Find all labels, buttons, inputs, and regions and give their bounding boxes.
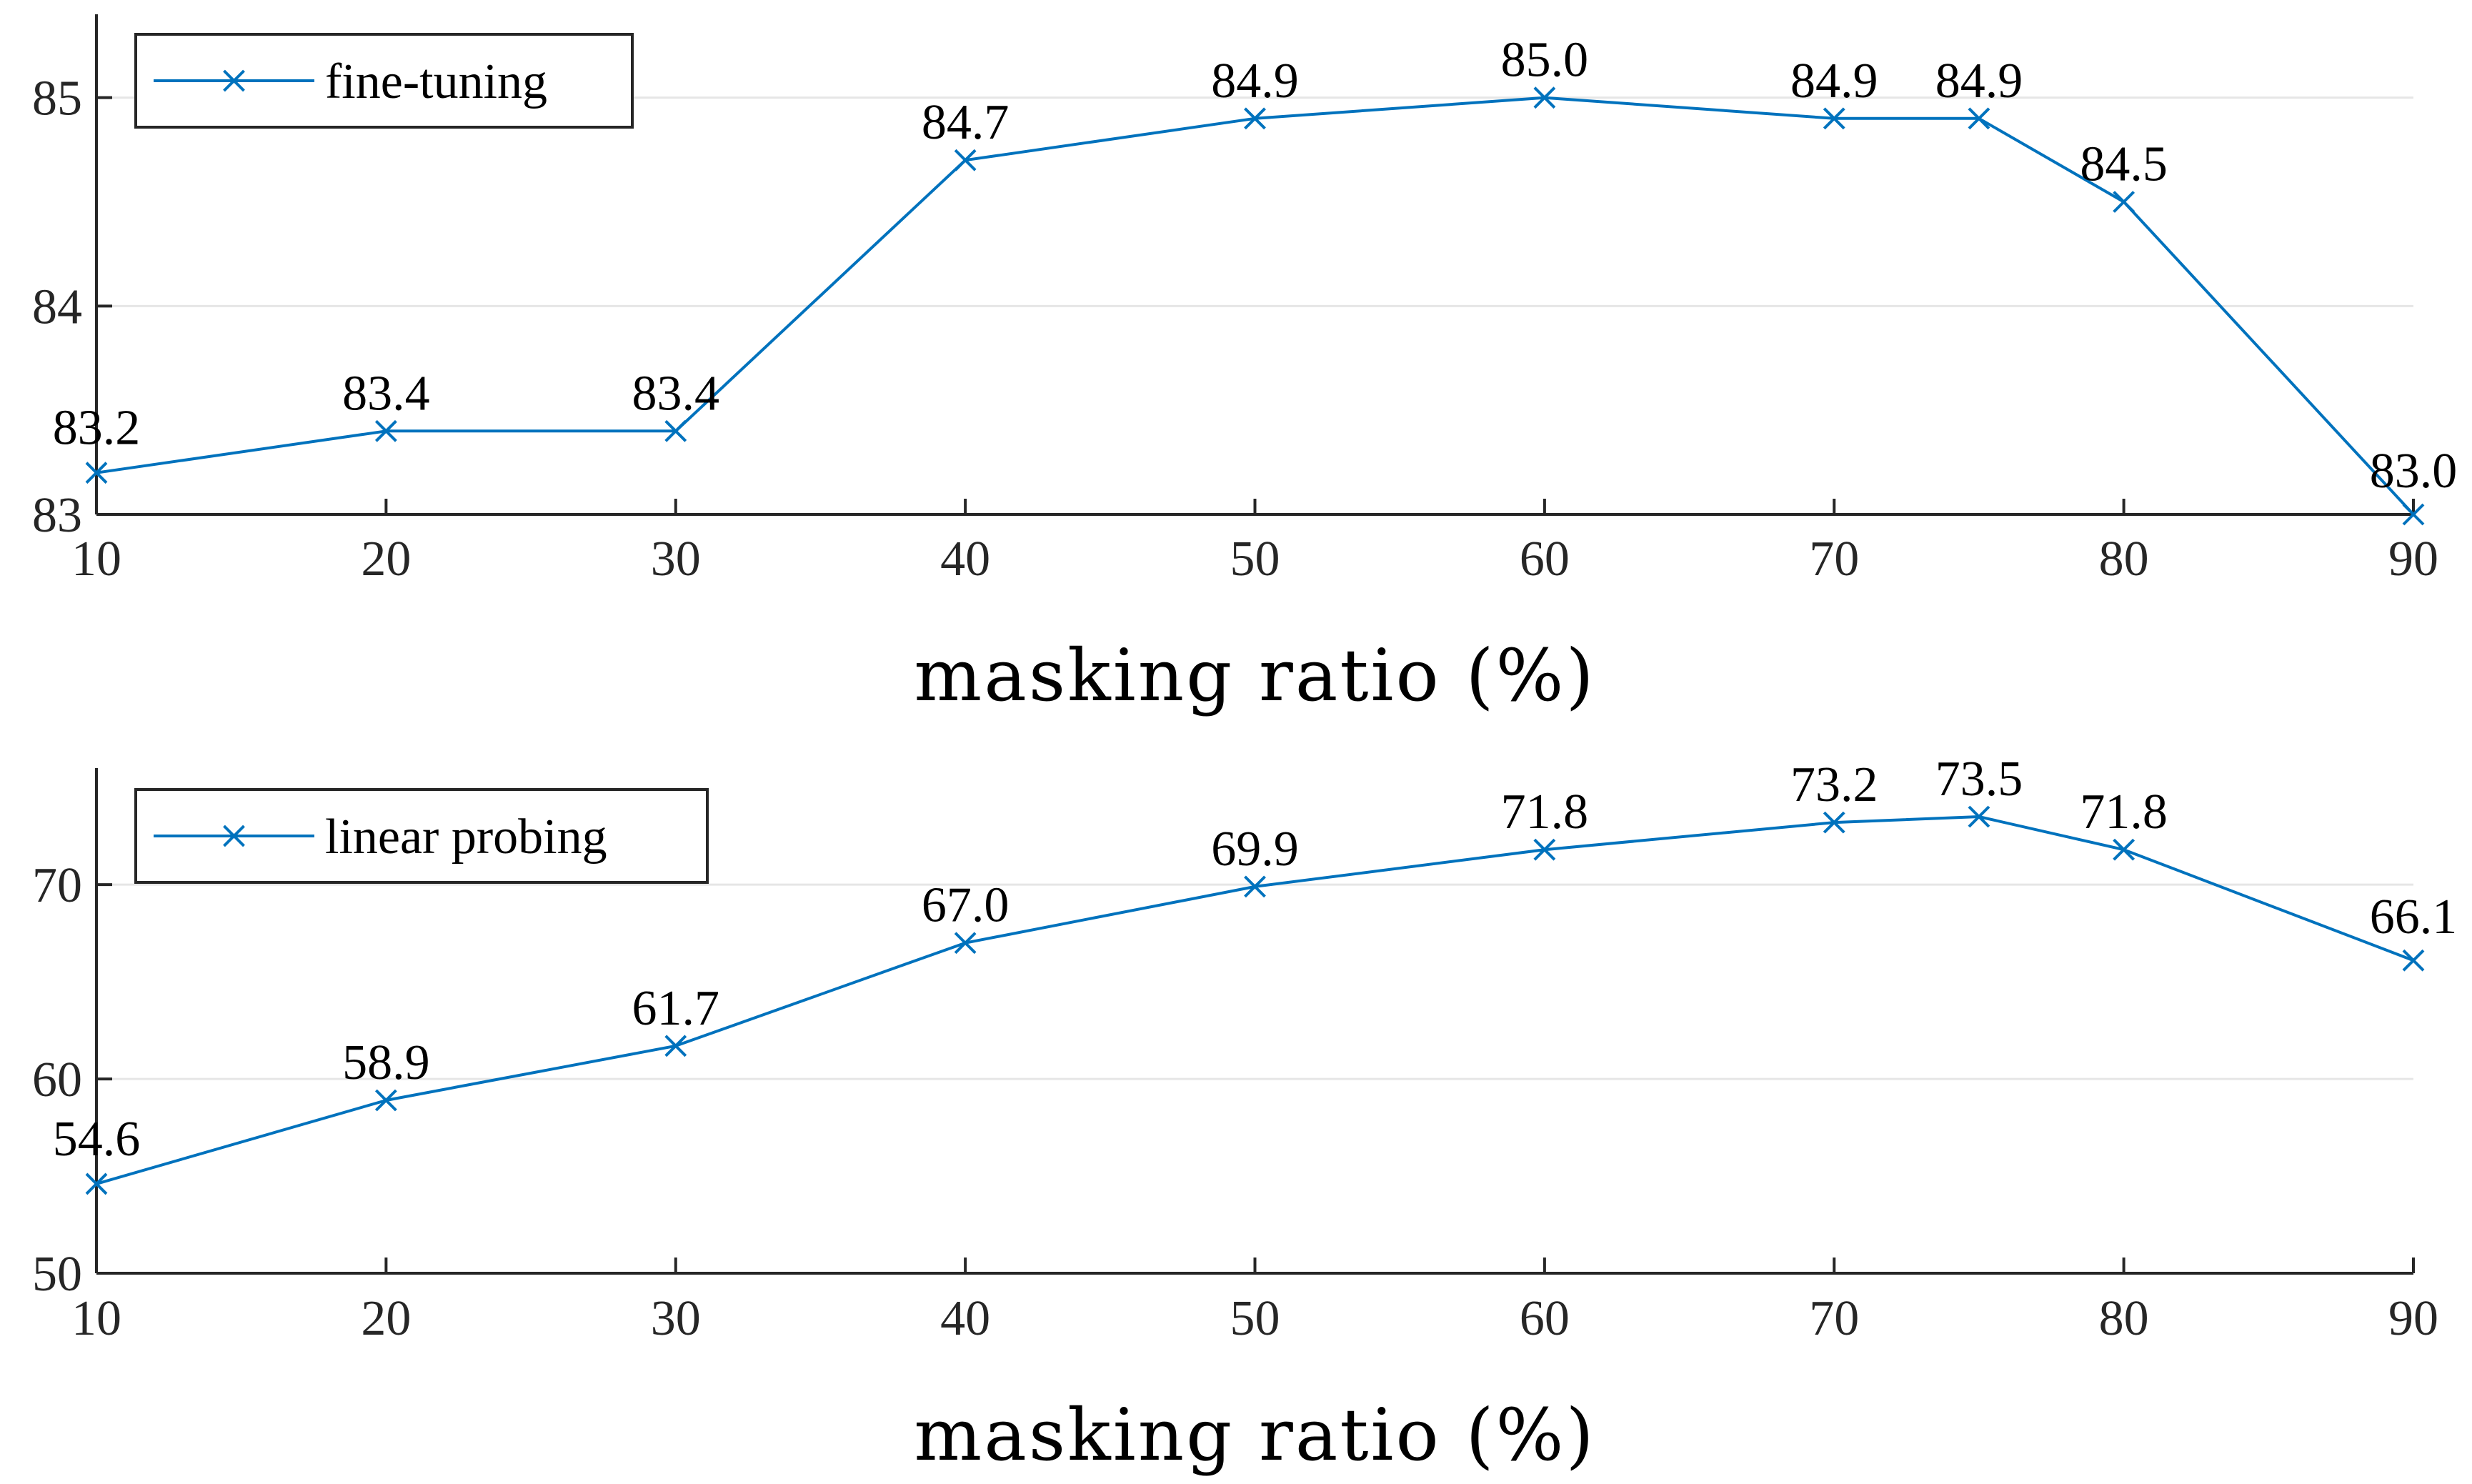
x-tick-label: 50 <box>1230 1291 1280 1346</box>
chart-panel-1: 10 20 30 40 50 60 70 80 90 83 84 85 masking ratio (%… <box>32 14 2457 717</box>
y-tick-label: 50 <box>32 1247 82 1302</box>
data-label: 85.0 <box>1501 33 1589 88</box>
data-label: 84.9 <box>1211 54 1299 109</box>
x-axis-title: masking ratio (%) <box>914 1393 1595 1477</box>
x-axis-title: masking ratio (%) <box>914 634 1595 717</box>
x-tick-label: 60 <box>1520 532 1570 587</box>
data-label: 83.2 <box>53 401 141 456</box>
data-marker <box>664 1035 687 1057</box>
x-tick-label: 40 <box>940 1291 990 1346</box>
x-tick-label: 30 <box>651 532 701 587</box>
data-label: 83.4 <box>342 366 430 421</box>
data-label: 84.9 <box>1935 54 2023 109</box>
legend-label: fine-tuning <box>325 54 547 109</box>
x-tick-label: 80 <box>2099 532 2149 587</box>
series-line-linear-probing <box>96 815 2414 1185</box>
data-marker <box>85 1172 108 1195</box>
data-label: 71.8 <box>1501 785 1589 840</box>
y-tick-label: 83 <box>32 488 82 543</box>
x-tick-label: 70 <box>1809 1291 1859 1346</box>
data-marker <box>1968 805 1990 828</box>
data-label: 71.8 <box>2080 785 2168 840</box>
data-label: 83.4 <box>632 366 720 421</box>
data-label: 73.5 <box>1935 752 2023 807</box>
data-label: 84.5 <box>2080 137 2168 192</box>
legend: fine-tuning <box>134 33 634 129</box>
data-marker <box>1533 86 1556 109</box>
legend-marker <box>223 825 245 847</box>
data-marker <box>374 419 397 442</box>
data-label: 54.6 <box>53 1112 141 1167</box>
legend: linear probing <box>134 788 709 884</box>
x-tick-label: 30 <box>651 1291 701 1346</box>
data-marker <box>664 419 687 442</box>
data-label: 66.1 <box>2370 890 2458 945</box>
data-marker <box>1823 811 1845 834</box>
x-tick-label: 60 <box>1520 1291 1570 1346</box>
data-marker <box>1244 875 1266 898</box>
data-label: 58.9 <box>342 1035 430 1090</box>
data-label: 84.9 <box>1790 54 1878 109</box>
x-tick-label: 90 <box>2388 532 2438 587</box>
data-marker <box>954 932 977 955</box>
x-tick-label: 10 <box>71 1291 121 1346</box>
data-label: 84.7 <box>922 95 1010 150</box>
chart-panel-2: 10 20 30 40 50 60 70 80 90 50 60 70 masking ratio (%… <box>32 752 2457 1477</box>
data-label: 61.7 <box>632 981 720 1036</box>
data-marker <box>1533 838 1556 861</box>
data-label: 83.0 <box>2370 444 2458 499</box>
data-marker <box>1244 107 1266 130</box>
data-marker <box>85 462 108 484</box>
data-label: 73.2 <box>1790 757 1878 812</box>
x-tick-label: 40 <box>940 532 990 587</box>
data-label: 69.9 <box>1211 822 1299 877</box>
legend-label: linear probing <box>325 810 607 865</box>
data-marker <box>374 1089 397 1112</box>
data-marker <box>2402 949 2425 972</box>
legend-box <box>134 33 634 129</box>
data-marker <box>2113 838 2135 861</box>
data-label: 67.0 <box>922 878 1010 933</box>
y-tick-label: 70 <box>32 858 82 913</box>
y-tick-label: 85 <box>32 71 82 126</box>
legend-marker <box>223 69 245 92</box>
data-marker <box>1823 107 1845 130</box>
x-tick-label: 50 <box>1230 532 1280 587</box>
data-marker <box>1968 107 1990 130</box>
x-tick-label: 20 <box>361 532 411 587</box>
y-tick-label: 60 <box>32 1052 82 1107</box>
x-tick-label: 70 <box>1809 532 1859 587</box>
x-tick-label: 90 <box>2388 1291 2438 1346</box>
data-marker <box>2113 191 2135 213</box>
x-tick-label: 80 <box>2099 1291 2149 1346</box>
y-tick-label: 84 <box>32 279 82 334</box>
data-marker <box>954 149 977 171</box>
x-tick-label: 10 <box>71 532 121 587</box>
series-line-fine-tuning <box>96 96 2415 516</box>
data-marker <box>2402 503 2425 526</box>
x-tick-label: 20 <box>361 1291 411 1346</box>
